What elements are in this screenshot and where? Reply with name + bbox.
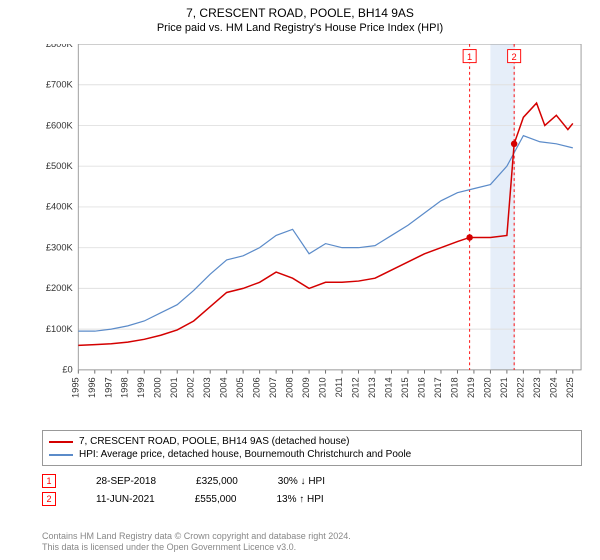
svg-text:2005: 2005 xyxy=(235,377,245,398)
footer-attribution: Contains HM Land Registry data © Crown c… xyxy=(42,531,351,554)
svg-text:£100K: £100K xyxy=(46,324,74,334)
legend-item: HPI: Average price, detached house, Bour… xyxy=(49,448,575,461)
transaction-date: 28-SEP-2018 xyxy=(96,476,156,487)
svg-text:2012: 2012 xyxy=(351,377,361,398)
svg-text:2011: 2011 xyxy=(334,377,344,397)
svg-text:1999: 1999 xyxy=(136,377,146,398)
svg-text:£700K: £700K xyxy=(46,80,74,90)
svg-text:£300K: £300K xyxy=(46,242,74,252)
footer-line: This data is licensed under the Open Gov… xyxy=(42,542,351,554)
svg-text:2002: 2002 xyxy=(186,377,196,398)
legend-label: HPI: Average price, detached house, Bour… xyxy=(79,449,411,460)
svg-text:£500K: £500K xyxy=(46,161,74,171)
svg-text:2022: 2022 xyxy=(515,377,525,398)
legend-swatch xyxy=(49,454,73,456)
legend-swatch xyxy=(49,441,73,443)
svg-text:2020: 2020 xyxy=(482,377,492,398)
svg-text:2000: 2000 xyxy=(153,377,163,398)
svg-text:2016: 2016 xyxy=(416,377,426,398)
svg-text:2014: 2014 xyxy=(384,377,394,398)
transaction-price: £325,000 xyxy=(196,476,238,487)
svg-text:2024: 2024 xyxy=(548,377,558,398)
transaction-badge: 2 xyxy=(42,492,56,506)
footer-line: Contains HM Land Registry data © Crown c… xyxy=(42,531,351,543)
transaction-row: 1 28-SEP-2018 £325,000 30% ↓ HPI xyxy=(42,472,582,490)
svg-text:£600K: £600K xyxy=(46,120,74,130)
svg-text:2013: 2013 xyxy=(367,377,377,398)
transaction-row: 2 11-JUN-2021 £555,000 13% ↑ HPI xyxy=(42,490,582,508)
svg-text:£800K: £800K xyxy=(46,44,74,49)
svg-text:2006: 2006 xyxy=(252,377,262,398)
svg-text:2: 2 xyxy=(512,52,517,62)
chart-title: 7, CRESCENT ROAD, POOLE, BH14 9AS xyxy=(0,0,600,20)
svg-text:2017: 2017 xyxy=(433,377,443,398)
transaction-date: 11-JUN-2021 xyxy=(96,494,155,505)
chart-subtitle: Price paid vs. HM Land Registry's House … xyxy=(0,20,600,38)
svg-text:2009: 2009 xyxy=(301,377,311,398)
line-chart: £0 £100K £200K £300K £400K £500K £600K £700K £80… xyxy=(42,44,582,422)
svg-text:1998: 1998 xyxy=(120,377,130,398)
svg-text:2015: 2015 xyxy=(400,377,410,398)
svg-text:£0: £0 xyxy=(62,365,72,375)
transaction-delta: 30% ↓ HPI xyxy=(278,476,325,487)
transaction-list: 1 28-SEP-2018 £325,000 30% ↓ HPI 2 11-JU… xyxy=(42,472,582,508)
svg-text:2003: 2003 xyxy=(202,377,212,398)
svg-text:2008: 2008 xyxy=(285,377,295,398)
transaction-badge: 1 xyxy=(42,474,56,488)
svg-text:2010: 2010 xyxy=(318,377,328,398)
svg-text:2021: 2021 xyxy=(499,377,509,398)
svg-text:1996: 1996 xyxy=(87,377,97,398)
svg-text:2018: 2018 xyxy=(449,377,459,398)
svg-text:1995: 1995 xyxy=(70,377,80,398)
svg-text:£200K: £200K xyxy=(46,283,74,293)
transaction-delta: 13% ↑ HPI xyxy=(276,494,323,505)
svg-text:2001: 2001 xyxy=(169,377,179,398)
svg-text:2023: 2023 xyxy=(532,377,542,398)
legend-label: 7, CRESCENT ROAD, POOLE, BH14 9AS (detac… xyxy=(79,436,350,447)
svg-text:2019: 2019 xyxy=(466,377,476,398)
legend: 7, CRESCENT ROAD, POOLE, BH14 9AS (detac… xyxy=(42,430,582,466)
svg-text:2025: 2025 xyxy=(565,377,575,398)
legend-item: 7, CRESCENT ROAD, POOLE, BH14 9AS (detac… xyxy=(49,435,575,448)
transaction-price: £555,000 xyxy=(195,494,237,505)
svg-text:£400K: £400K xyxy=(46,202,74,212)
svg-text:2004: 2004 xyxy=(219,377,229,398)
svg-text:1: 1 xyxy=(467,52,472,62)
svg-text:2007: 2007 xyxy=(268,377,278,398)
svg-text:1997: 1997 xyxy=(103,377,113,398)
chart-area: £0 £100K £200K £300K £400K £500K £600K £700K £80… xyxy=(42,44,582,422)
